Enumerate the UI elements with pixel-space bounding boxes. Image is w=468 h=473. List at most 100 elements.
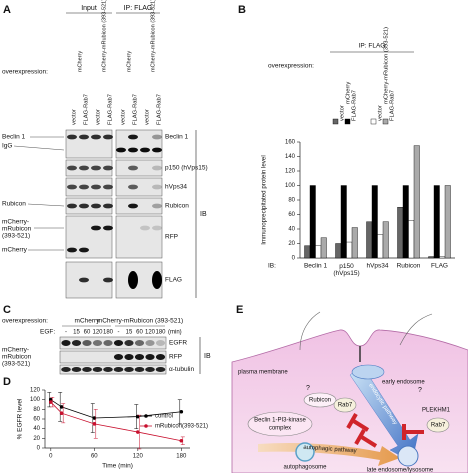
band [71, 340, 82, 346]
x-tick-label: hVps34 [366, 263, 388, 270]
row-label: Beclin 1 [165, 134, 189, 141]
blot [59, 364, 167, 375]
diagram-label: late endosome/lysosome [367, 468, 434, 473]
band [152, 203, 162, 209]
legend-label: vector [340, 105, 346, 121]
band [79, 247, 89, 253]
band [152, 134, 162, 140]
y-tick-label: 0 [292, 256, 296, 262]
diagram-label: ? [418, 387, 422, 394]
band [140, 225, 150, 231]
panel-e-art [231, 311, 468, 473]
point [49, 400, 53, 404]
group-label: mCherry [75, 318, 101, 325]
diagram-label: Rab7 [338, 403, 353, 409]
row-label: hVps34 [165, 184, 187, 191]
diagram-label: ? [306, 385, 310, 392]
lane-label: FLAG-Rab7 [84, 94, 90, 125]
legend-swatch [344, 118, 351, 125]
legend-marker [144, 414, 148, 418]
row-label: mCherry [2, 247, 28, 254]
band [128, 203, 138, 209]
band [92, 340, 103, 346]
band [82, 367, 92, 372]
band [103, 367, 113, 372]
band [61, 340, 71, 346]
row-label: overexpression: [2, 318, 48, 325]
y-tick-label: 20 [288, 241, 295, 247]
y-tick-label: 60 [33, 417, 40, 423]
header: Input [81, 5, 97, 12]
band [152, 225, 162, 231]
lane-label: 180 [103, 330, 114, 336]
y-tick-label: 140 [285, 154, 296, 160]
bar [351, 227, 358, 259]
y-axis-label: % EGFR level [17, 398, 24, 439]
bar [402, 185, 409, 259]
band [67, 165, 77, 171]
bar [340, 185, 347, 259]
band [128, 271, 138, 289]
legend-label: control [155, 414, 173, 420]
band [103, 225, 113, 231]
x-tick-label: FLAG [431, 263, 448, 270]
band [103, 203, 113, 209]
bar [320, 237, 327, 259]
lane-label: 60 [136, 330, 143, 336]
row-label: FLAG [165, 277, 182, 284]
band [128, 184, 138, 190]
bar [346, 241, 353, 259]
lane-label: - [118, 330, 120, 336]
band [79, 277, 89, 283]
legend-label: FLAG-Rab7 [352, 90, 358, 121]
panel-letter: B [238, 4, 246, 16]
legend-label: vector [378, 105, 384, 121]
x-tick-label: Rubicon [397, 263, 421, 270]
y-tick-label: 80 [288, 198, 295, 204]
lane-label: FLAG-Rab7 [157, 94, 163, 125]
blot [115, 215, 163, 259]
x-axis-label: Time (min) [102, 463, 133, 470]
point [59, 405, 64, 409]
band [124, 354, 134, 360]
diagram-label: autophagic pathway [303, 445, 357, 455]
panel-letter: D [3, 376, 11, 388]
lane-label: 60 [84, 330, 91, 336]
band [67, 134, 77, 140]
band [134, 340, 145, 346]
row-label: Rubicon [165, 203, 189, 210]
row-label: RFP [169, 354, 182, 361]
bar [444, 185, 451, 259]
band [145, 354, 155, 360]
y-tick-label: 120 [30, 388, 41, 394]
row-label: IgG [2, 143, 12, 150]
bar [433, 185, 440, 259]
blot [115, 129, 163, 159]
bar [335, 243, 342, 259]
row-label: (393-521) [2, 361, 30, 368]
diagram-label: early endosome [382, 380, 425, 386]
group-label: mCherry-mRubicon (393-521) [150, 0, 156, 72]
row-label: (393-521) [2, 233, 30, 240]
group-label: mCherry-mRubicon (393-521) [97, 318, 183, 325]
legend-swatch [382, 118, 389, 125]
y-tick-label: 120 [285, 169, 296, 175]
band [128, 165, 138, 171]
bar [315, 245, 322, 259]
band [92, 367, 103, 372]
bar [304, 245, 311, 259]
y-tick-label: 100 [285, 183, 296, 189]
group-label: mCherry [77, 51, 83, 72]
band [134, 367, 145, 372]
band [79, 134, 89, 140]
bar [397, 207, 404, 259]
lane-label: - [65, 330, 67, 336]
band [79, 184, 89, 190]
y-tick-label: 100 [30, 397, 41, 403]
x-tick-label: p150 (hVps15) [333, 263, 359, 277]
y-tick-label: 160 [285, 140, 296, 146]
panel-letter: E [236, 304, 243, 316]
ib-label: IB [200, 211, 207, 218]
band [91, 134, 101, 140]
